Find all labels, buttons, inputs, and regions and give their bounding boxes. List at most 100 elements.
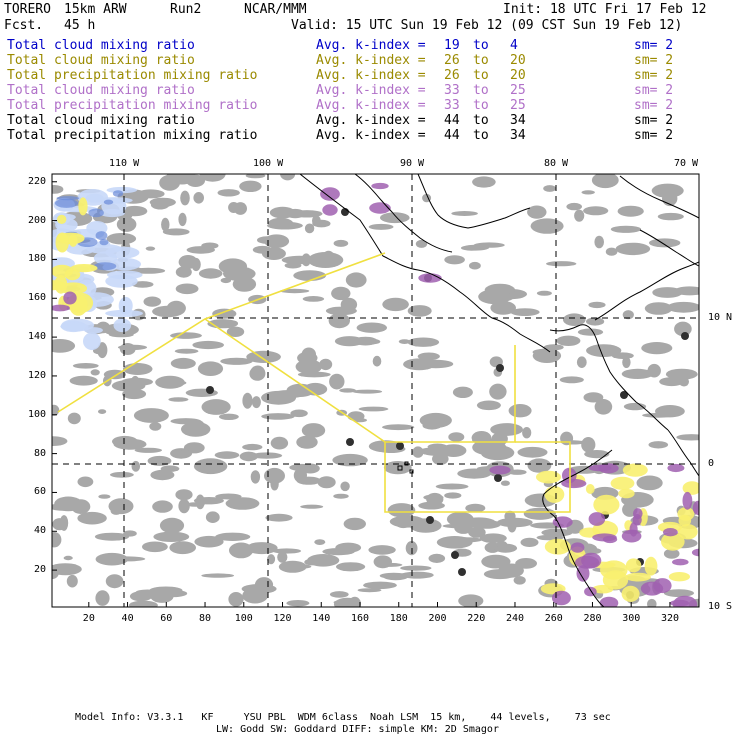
legend-row-a: 26 [444,68,460,83]
cloud-patch [149,422,162,431]
cloud-patch [239,451,258,462]
cloud-patch [279,288,310,294]
cloud-patch [284,262,302,269]
legend-row-b: 34 [510,128,526,143]
cloud-patch [270,477,279,491]
cloud-patch [676,434,699,441]
cloud-patch [333,239,349,247]
cloud-patch [331,286,351,301]
legend-row-field: Total cloud mixing ratio [7,38,195,53]
x-tick-label: 20 [82,613,95,624]
cloud-patch [52,185,64,194]
cloud-low-ratio [105,274,138,288]
cloud-patch [159,380,187,386]
cloud-patch [201,399,231,415]
cloud-patch [610,225,642,233]
cloud-patch [312,215,321,227]
longitude-label: 70 W [674,158,699,169]
cloud-patch [641,342,673,355]
cloud-patch [178,498,190,514]
cloud-patch [186,502,205,507]
mid-ratio-patch [682,481,699,495]
cloud-patch [400,571,434,579]
cloud-patch [168,397,189,402]
cloud-patch [270,436,289,450]
cloud-patch [300,504,324,509]
cloud-patch [319,358,333,371]
cloud-patch [353,336,378,346]
cloud-patch [175,283,199,295]
deep-convection-cell [496,364,504,372]
cloud-patch [508,469,527,475]
deep-convection-cell [426,516,434,524]
cloud-patch [596,490,608,496]
cloud-patch [181,421,211,437]
cloud-patch [170,418,202,425]
cloud-low-ratio-strong [112,190,124,197]
cloud-patch [214,451,240,459]
cloud-patch [586,317,605,326]
cloud-patch [147,455,172,466]
cloud-patch [473,242,505,248]
legend-row-kidx: Avg. k-index = [316,83,426,98]
legend-row-sm: sm= 2 [634,98,674,113]
cloud-patch [199,174,226,182]
header-org: NCAR/MMM [244,2,307,17]
cloud-patch [496,517,533,528]
x-tick-label: 60 [160,613,173,624]
mid-ratio-patch [678,514,692,527]
x-tick-label: 100 [234,613,253,624]
cloud-patch [220,357,253,365]
cloud-patch [314,539,326,545]
cloud-patch [228,592,244,607]
cloud-patch [329,591,349,598]
high-ratio-patch [602,535,618,544]
legend-row-to: to [473,98,489,113]
cloud-patch [418,501,445,510]
high-ratio-patch [552,516,573,528]
cloud-patch [277,551,288,563]
cloud-patch [261,413,295,420]
cloud-patch [245,174,266,179]
cloud-patch [622,356,631,368]
high-ratio-patch [588,464,612,472]
cloud-patch [201,573,235,578]
cloud-patch [94,532,130,541]
legend-row-field: Total cloud mixing ratio [7,113,195,128]
cloud-patch [345,272,367,288]
cloud-patch [469,261,481,270]
y-tick-label: 40 [34,525,47,537]
legend-row-to: to [473,83,489,98]
cloud-patch [583,392,604,403]
cloud-patch [490,423,523,436]
legend-row-b: 34 [510,113,526,128]
cloud-patch [150,589,174,603]
mid-ratio-patch [68,234,78,247]
legend-row-sm: sm= 2 [634,83,674,98]
cloud-patch [372,355,382,367]
cloud-low-ratio [109,257,141,271]
cloud-patch [498,563,524,578]
cloud-patch [170,357,196,369]
cloud-patch [574,209,585,222]
cloud-patch [440,444,467,457]
cloud-patch [472,176,496,188]
cloud-patch [304,558,320,566]
mid-ratio-patch [618,488,635,499]
cloud-patch [382,424,415,431]
legend-row-to: to [473,128,489,143]
cloud-patch [239,180,262,192]
cloud-patch [229,542,254,559]
cloud-patch [250,470,261,484]
high-ratio-patch [418,273,442,283]
cloud-patch [647,598,657,607]
cloud-patch [252,245,273,254]
legend-row-b: 25 [510,83,526,98]
high-ratio-patch [653,578,672,594]
cloud-patch [444,255,465,265]
cloud-patch [67,412,81,425]
cloud-patch [383,573,408,581]
legend-row-kidx: Avg. k-index = [316,53,426,68]
cloud-patch [380,212,410,224]
mid-ratio-patch [610,476,635,490]
